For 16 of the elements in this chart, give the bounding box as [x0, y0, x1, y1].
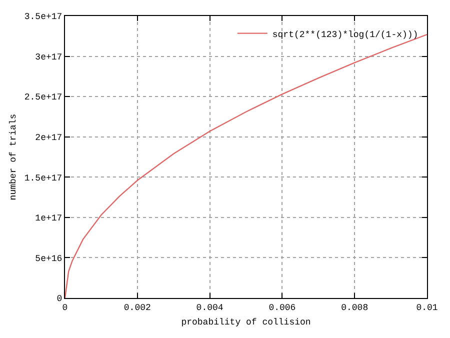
y-tick-label: 0 [56, 294, 62, 304]
y-tick-label: 3e+17 [35, 52, 62, 62]
y-tick-label: 1e+17 [35, 214, 62, 224]
y-tick-label: 2e+17 [35, 133, 62, 144]
x-tick-label: 0.004 [196, 302, 224, 313]
x-tick-label: 0.008 [341, 302, 368, 313]
y-axis-title: number of trials [8, 114, 19, 200]
x-tick-label: 0.01 [416, 302, 438, 313]
y-tick-label: 1.5e+17 [24, 173, 62, 184]
x-tick-label: 0.002 [124, 302, 151, 313]
y-tick-label: 3.5e+17 [24, 12, 62, 22]
legend-label: sqrt(2**(123)*log(1/(1-x))) [272, 30, 418, 40]
y-tick-label: 5e+16 [35, 254, 62, 264]
x-axis-title: probability of collision [181, 318, 311, 328]
y-tick-label: 2.5e+17 [24, 92, 62, 103]
x-tick-label: 0.006 [268, 302, 296, 313]
